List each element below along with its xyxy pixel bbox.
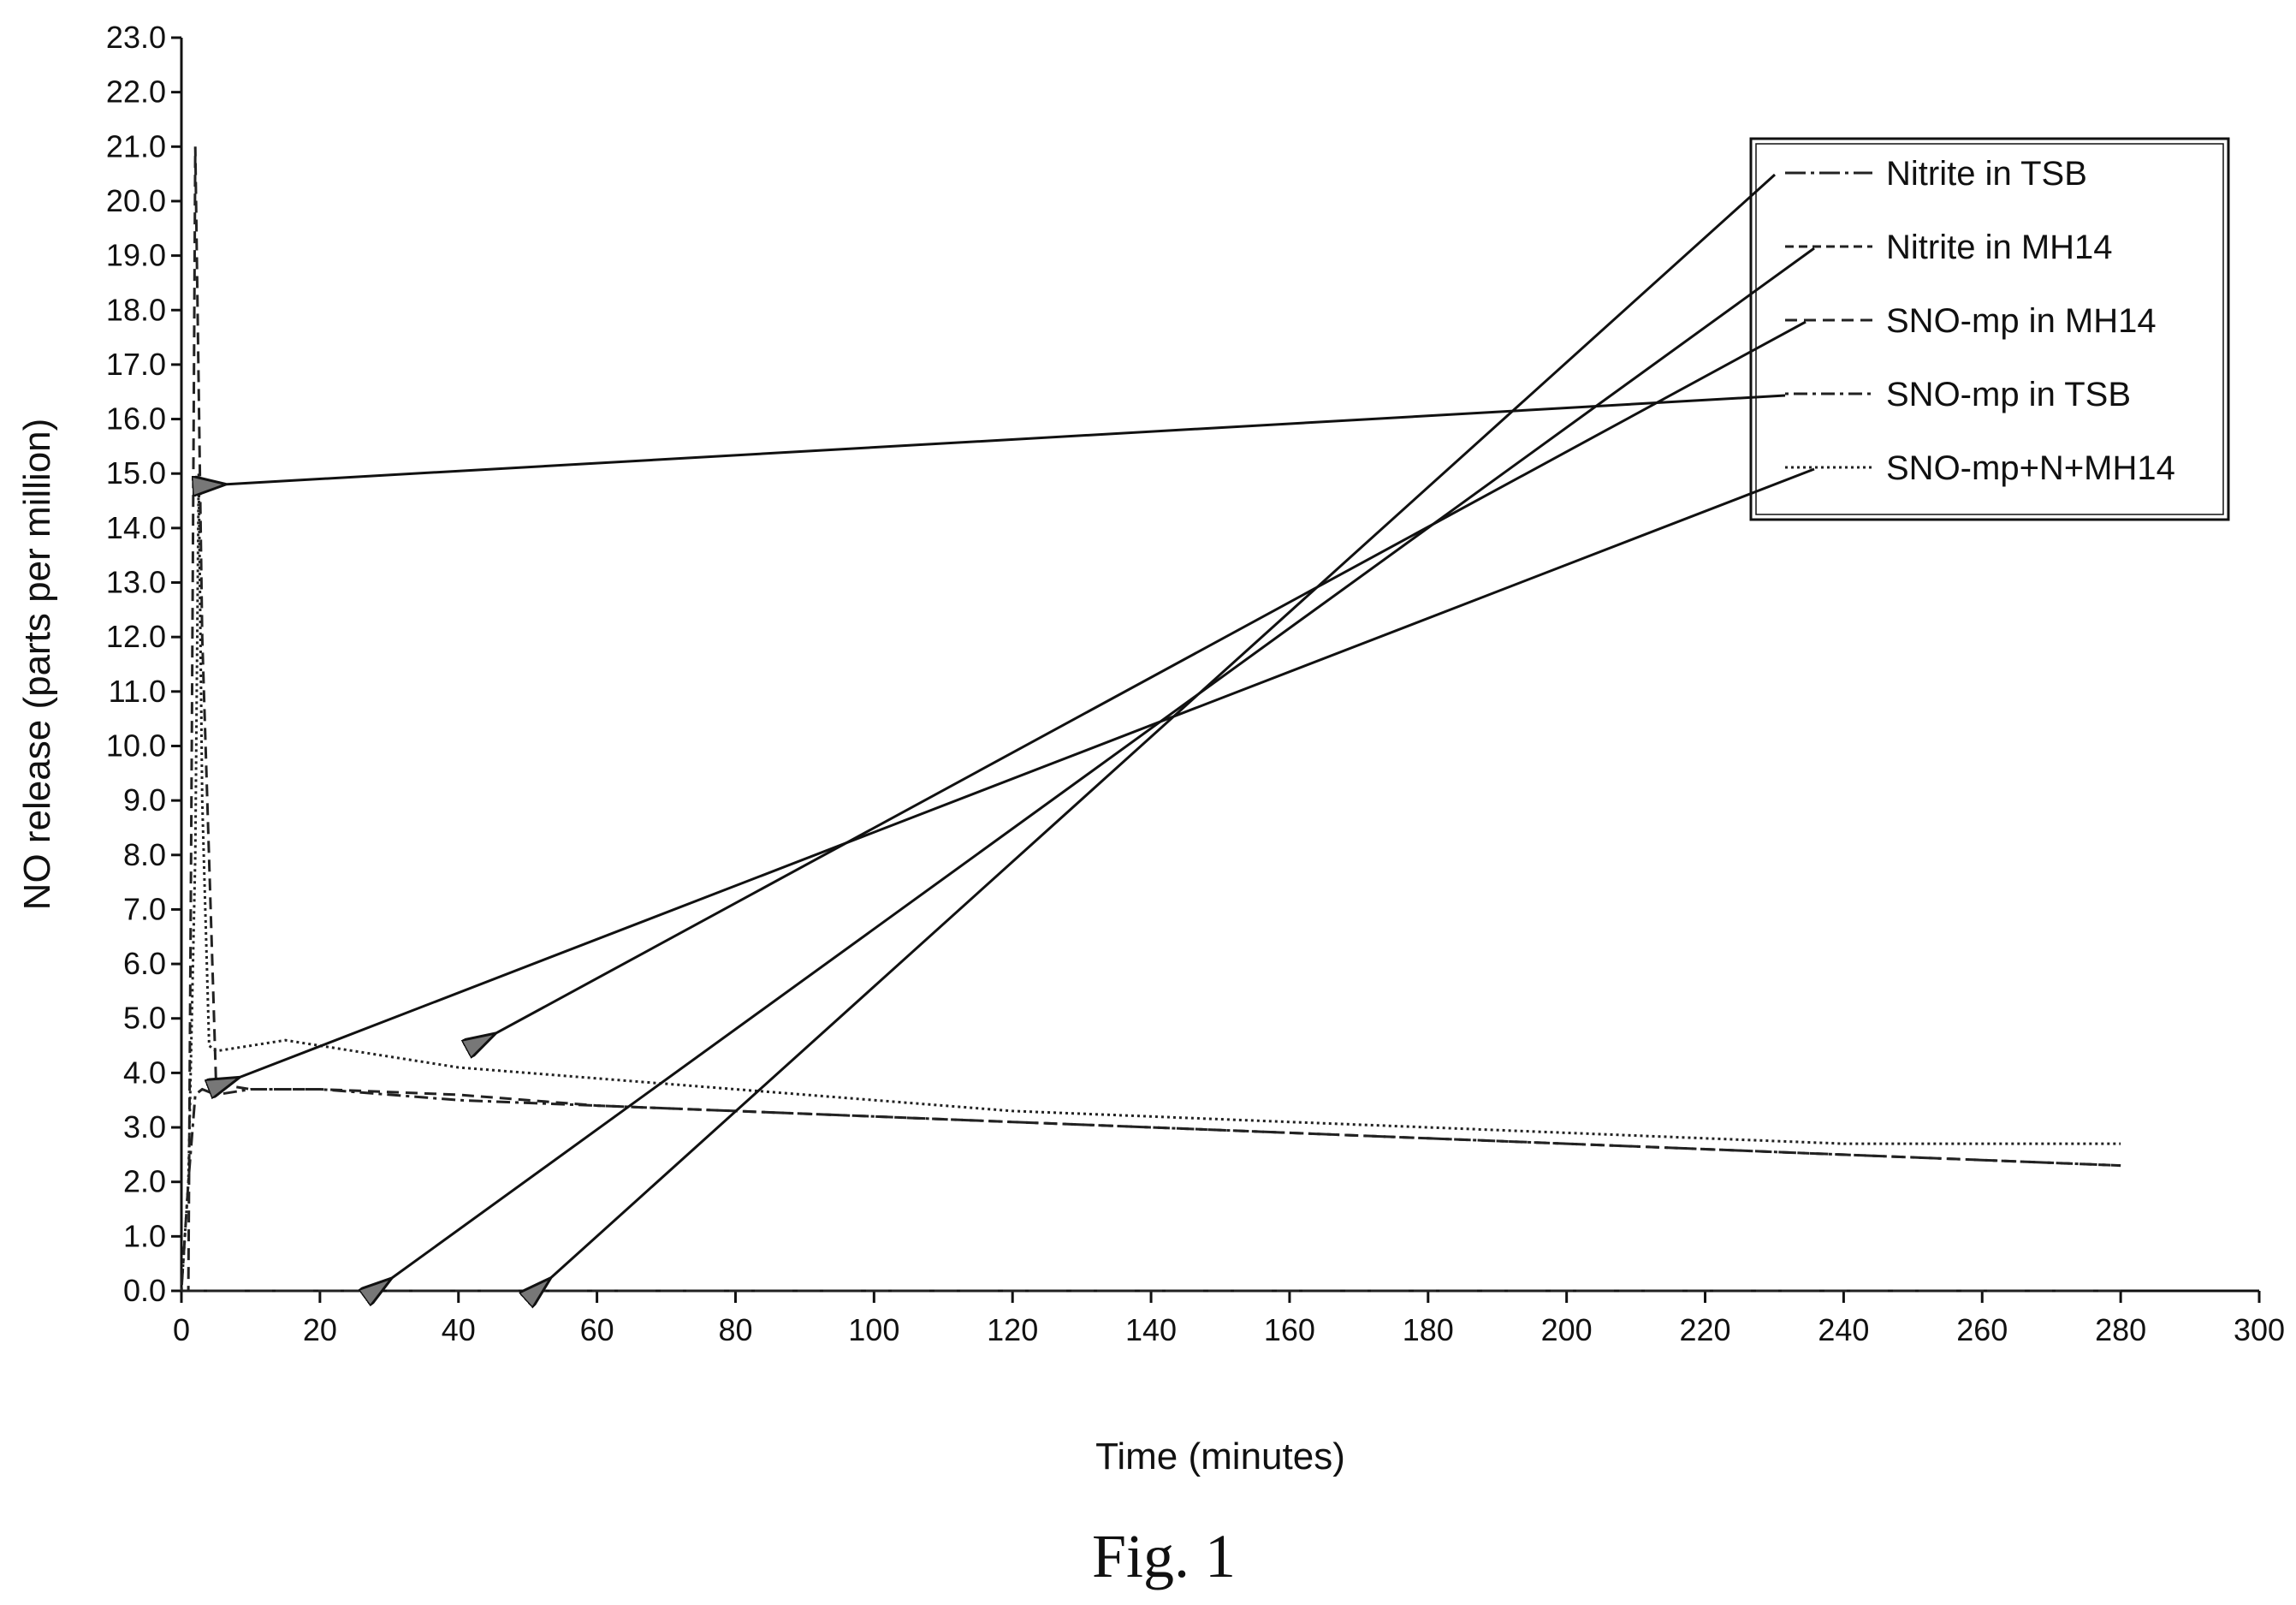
y-tick-label: 23.0 [106, 20, 166, 55]
y-tick-label: 0.0 [123, 1273, 166, 1308]
y-tick-label: 14.0 [106, 510, 166, 545]
y-tick-label: 11.0 [109, 674, 166, 709]
x-tick-label: 20 [303, 1312, 337, 1347]
x-tick-label: 40 [442, 1312, 476, 1347]
legend-label: Nitrite in MH14 [1886, 229, 2113, 266]
x-tick-label: 60 [580, 1312, 614, 1347]
x-tick-label: 240 [1818, 1312, 1869, 1347]
legend-frame [1749, 137, 2230, 521]
legend-items: Nitrite in TSB Nitrite in MH14 SNO-mp in M… [1785, 155, 2175, 487]
y-tick-label: 1.0 [123, 1218, 166, 1253]
y-axis-title: NO release (parts per million) [16, 419, 58, 911]
y-tick-label: 15.0 [106, 455, 166, 490]
x-tick-label: 0 [173, 1312, 190, 1347]
y-tick-label: 17.0 [106, 347, 166, 382]
y-tick-label: 21.0 [106, 128, 166, 163]
y-tick-label: 19.0 [106, 238, 166, 273]
y-tick-label: 3.0 [123, 1109, 166, 1144]
y-tick-label: 5.0 [123, 1001, 166, 1036]
y-tick-label: 13.0 [106, 565, 166, 600]
x-tick-label: 120 [987, 1312, 1038, 1347]
x-tick-label: 300 [2234, 1312, 2285, 1347]
x-axis-title: Time (minutes) [1095, 1436, 1345, 1477]
legend-label: SNO-mp in TSB [1886, 376, 2131, 413]
x-axis-ticks: 0 20 40 60 80 100 120 140 160 180 200 220 240 260 280 3… [173, 1291, 2285, 1347]
series-line [180, 473, 2121, 1292]
x-tick-label: 160 [1264, 1312, 1315, 1347]
legend-label: SNO-mp in MH14 [1886, 302, 2157, 340]
y-tick-label: 18.0 [106, 292, 166, 327]
x-tick-label: 260 [1956, 1312, 2008, 1347]
figure-caption: Fig. 1 [1092, 1522, 1236, 1590]
y-axis-ticks: 0.0 1.0 2.0 3.0 4.0 5.0 6.0 7.0 8.0 9.0 10.0 11.0 12… [106, 20, 181, 1308]
x-tick-label: 100 [848, 1312, 899, 1347]
annotation-arrow [237, 467, 1815, 1079]
x-tick-label: 280 [2095, 1312, 2146, 1347]
x-tick-label: 200 [1541, 1312, 1593, 1347]
legend-label: SNO-mp+N+MH14 [1886, 449, 2175, 487]
x-tick-label: 80 [718, 1312, 752, 1347]
series-line [180, 1087, 2121, 1292]
annotation-arrow [223, 394, 1786, 484]
legend-label: Nitrite in TSB [1886, 155, 2087, 193]
y-tick-label: 7.0 [123, 891, 166, 926]
y-tick-label: 12.0 [106, 619, 166, 654]
annotation-arrows [223, 173, 1815, 1280]
annotation-arrow [389, 247, 1815, 1280]
y-tick-label: 10.0 [106, 728, 166, 763]
y-tick-label: 6.0 [123, 946, 166, 981]
x-tick-label: 140 [1125, 1312, 1177, 1347]
y-tick-label: 4.0 [123, 1055, 166, 1090]
y-tick-label: 20.0 [106, 183, 166, 218]
annotation-arrow [549, 173, 1777, 1280]
x-tick-label: 180 [1403, 1312, 1454, 1347]
y-tick-label: 2.0 [123, 1164, 166, 1199]
legend-frame-inner [1755, 143, 2224, 515]
annotation-arrow [493, 320, 1807, 1035]
y-tick-label: 22.0 [106, 74, 166, 110]
y-tick-label: 16.0 [106, 401, 166, 437]
y-tick-label: 8.0 [123, 837, 166, 872]
y-tick-label: 9.0 [123, 782, 166, 817]
x-tick-label: 220 [1679, 1312, 1730, 1347]
legend: Nitrite in TSB Nitrite in MH14 SNO-mp in M… [1749, 137, 2230, 521]
